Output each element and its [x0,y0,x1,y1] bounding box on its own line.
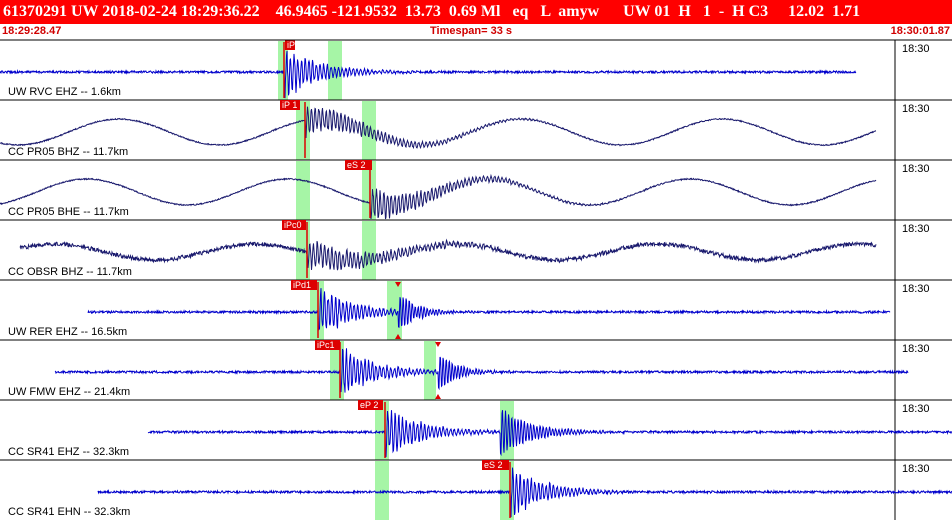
pick-label: eP 2 [360,400,378,410]
time-bar: 18:29:28.47 Timespan= 33 s 18:30:01.87 [0,24,952,38]
pick-label: iPc0 [284,220,302,230]
amplitude-marker-top [395,282,401,287]
pick-label: eS 2 [484,460,503,470]
channel-label: CC SR41 EHZ -- 32.3km [8,446,129,458]
timespan-label: Timespan= 33 s [430,25,513,37]
phase-window [278,41,288,100]
time-label: 18:30 [902,103,930,115]
pick-marker [282,220,306,230]
pick-label: iP 1 [282,100,297,110]
waveform-trace [54,348,909,393]
amplitude-marker-bottom [395,334,401,339]
amplitude-marker-top [435,342,441,347]
time-label: 18:30 [902,283,930,295]
time-label: 18:30 [902,463,930,475]
pick-label: eS 2 [347,160,366,170]
pick-marker [358,400,383,410]
channel-label: UW RVC EHZ -- 1.6km [8,86,121,98]
pick-marker [285,40,295,50]
pick-marker [345,160,372,170]
waveform-trace [0,50,857,99]
waveform-trace [0,173,877,220]
waveform-trace [147,410,952,458]
event-header: 61370291 UW 2018-02-24 18:29:36.22 46.94… [0,0,952,24]
channel-label: CC PR05 BHE -- 11.7km [8,206,129,218]
pick-marker [482,460,509,470]
time-label: 18:30 [902,43,930,55]
phase-window [328,41,342,100]
channel-label: CC SR41 EHN -- 32.3km [8,506,130,518]
time-label: 18:30 [902,343,930,355]
time-label: 18:30 [902,223,930,235]
pick-marker [291,280,317,290]
phase-window [296,161,310,220]
time-label: 18:30 [902,163,930,175]
channel-label: UW RER EHZ -- 16.5km [8,326,127,338]
phase-window [424,341,436,400]
end-time: 18:30:01.87 [890,25,950,37]
time-label: 18:30 [902,403,930,415]
waveform-trace [87,288,891,331]
amplitude-marker-bottom [435,394,441,399]
pick-label: iPc0 [287,40,305,50]
phase-window [362,161,376,220]
waveform-trace [97,467,952,518]
phase-window [375,461,389,520]
start-time: 18:29:28.47 [2,25,62,37]
phase-window [500,401,514,460]
event-summary: 61370291 UW 2018-02-24 18:29:36.22 46.94… [3,3,861,20]
channel-label: CC PR05 BHZ -- 11.7km [8,146,128,158]
phase-window [362,221,376,280]
pick-label: iPc1 [317,340,335,350]
pick-marker [315,340,340,350]
pick-marker [280,100,300,110]
waveform-trace [19,238,877,271]
phase-window [362,101,376,160]
channel-label: UW FMW EHZ -- 21.4km [8,386,130,398]
waveform-trace [0,106,877,150]
channel-label: CC OBSR BHZ -- 11.7km [8,266,132,278]
pick-label: iPd1 [293,280,311,290]
